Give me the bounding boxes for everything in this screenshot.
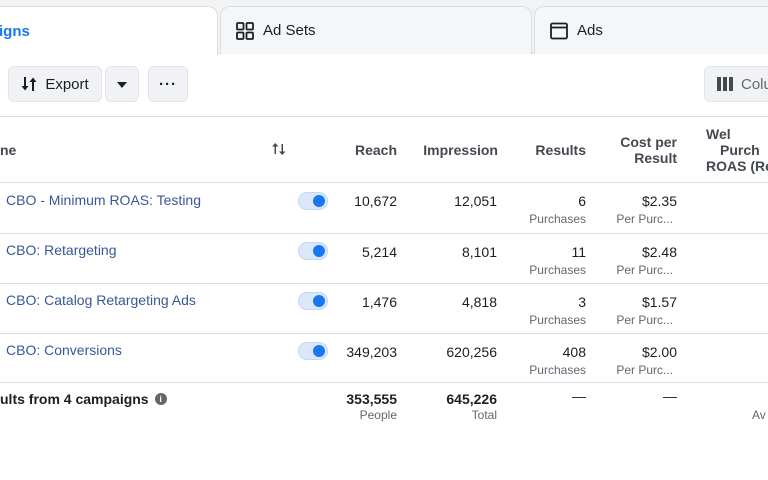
header-reach[interactable]: Reach [354, 142, 397, 158]
reach-value: 5,214 [361, 244, 397, 260]
results-value: 3 [578, 294, 586, 310]
export-dropdown-button[interactable] [105, 66, 139, 102]
info-icon[interactable]: i [154, 393, 167, 405]
row-divider [0, 233, 768, 234]
row-divider [0, 283, 768, 284]
campaign-name-link[interactable]: CBO - Minimum ROAS: Testing [6, 192, 202, 208]
cost-value: $2.35 [641, 193, 677, 209]
reach-value: 1,476 [361, 294, 397, 310]
cost-value: $2.00 [641, 344, 677, 360]
totals-label: ults from 4 campaigns [0, 391, 149, 407]
tab-ad-sets-label: Ad Sets [263, 22, 316, 39]
columns-icon [717, 77, 733, 91]
export-icon [21, 76, 37, 92]
impressions-value: 8,101 [461, 244, 497, 260]
total-cost: — [663, 388, 677, 404]
toolbar: Export ··· Colu [0, 66, 768, 104]
header-impressions[interactable]: Impression [423, 142, 498, 158]
tab-ad-sets[interactable]: Ad Sets [220, 6, 532, 54]
more-icon: ··· [159, 75, 177, 93]
sort-icon[interactable] [272, 143, 286, 158]
toggle-knob [313, 295, 325, 307]
cost-value: $2.48 [641, 244, 677, 260]
tab-campaigns-label: igns [0, 22, 30, 40]
caret-down-icon [116, 76, 128, 93]
campaign-toggle[interactable] [298, 242, 328, 260]
header-divider [0, 182, 768, 183]
total-results: — [572, 388, 586, 404]
reach-value: 10,672 [354, 193, 397, 209]
totals-label-wrap: ults from 4 campaigns i [0, 391, 167, 407]
header-web-line3[interactable]: ROAS (Re [706, 158, 768, 174]
header-web-line1[interactable]: Wel [706, 126, 731, 142]
cost-type: Per Purc... [616, 313, 673, 327]
campaign-name-link[interactable]: CBO: Retargeting [6, 242, 117, 258]
toggle-knob [313, 195, 325, 207]
total-impressions-unit: Total [471, 408, 497, 422]
results-value: 408 [562, 344, 586, 360]
tab-ads-label: Ads [577, 22, 603, 39]
export-label: Export [45, 75, 89, 93]
reach-value: 349,203 [346, 344, 397, 360]
header-web-line2[interactable]: Purch [720, 142, 760, 158]
impressions-value: 4,818 [461, 294, 497, 310]
header-name[interactable]: ne [0, 142, 17, 158]
cost-type: Per Purc... [616, 212, 673, 226]
header-results[interactable]: Results [535, 142, 586, 158]
row-divider [0, 382, 768, 383]
campaign-name-link[interactable]: CBO: Conversions [6, 342, 122, 358]
results-value: 6 [578, 193, 586, 209]
table-top-border [0, 116, 768, 117]
columns-button[interactable]: Colu [704, 66, 768, 102]
results-type: Purchases [529, 212, 586, 226]
campaign-toggle[interactable] [298, 192, 328, 210]
header-cost-line1[interactable]: Cost per [620, 134, 677, 150]
cost-type: Per Purc... [616, 263, 673, 277]
tab-bar: igns Ad Sets Ads [0, 0, 768, 55]
impressions-value: 620,256 [446, 344, 497, 360]
cost-value: $1.57 [641, 294, 677, 310]
total-reach-unit: People [359, 408, 397, 422]
campaign-toggle[interactable] [298, 342, 328, 360]
results-type: Purchases [529, 363, 586, 377]
columns-label: Colu [741, 75, 768, 93]
impressions-value: 12,051 [454, 193, 497, 209]
row-divider [0, 333, 768, 334]
toggle-knob [313, 245, 325, 257]
total-web-unit: Av [752, 408, 766, 422]
campaign-toggle[interactable] [298, 292, 328, 310]
total-reach: 353,555 [346, 391, 397, 407]
tab-ads[interactable]: Ads [534, 6, 768, 54]
more-options-button[interactable]: ··· [148, 66, 188, 102]
window-icon [549, 21, 569, 41]
export-button[interactable]: Export [8, 66, 102, 102]
results-type: Purchases [529, 263, 586, 277]
grid-icon [235, 21, 255, 41]
tab-campaigns[interactable]: igns [0, 6, 218, 55]
toggle-knob [313, 345, 325, 357]
cost-type: Per Purc... [616, 363, 673, 377]
results-type: Purchases [529, 313, 586, 327]
header-cost-line2[interactable]: Result [634, 150, 677, 166]
total-impressions: 645,226 [446, 391, 497, 407]
results-value: 11 [571, 244, 586, 260]
campaign-name-link[interactable]: CBO: Catalog Retargeting Ads [6, 292, 196, 308]
